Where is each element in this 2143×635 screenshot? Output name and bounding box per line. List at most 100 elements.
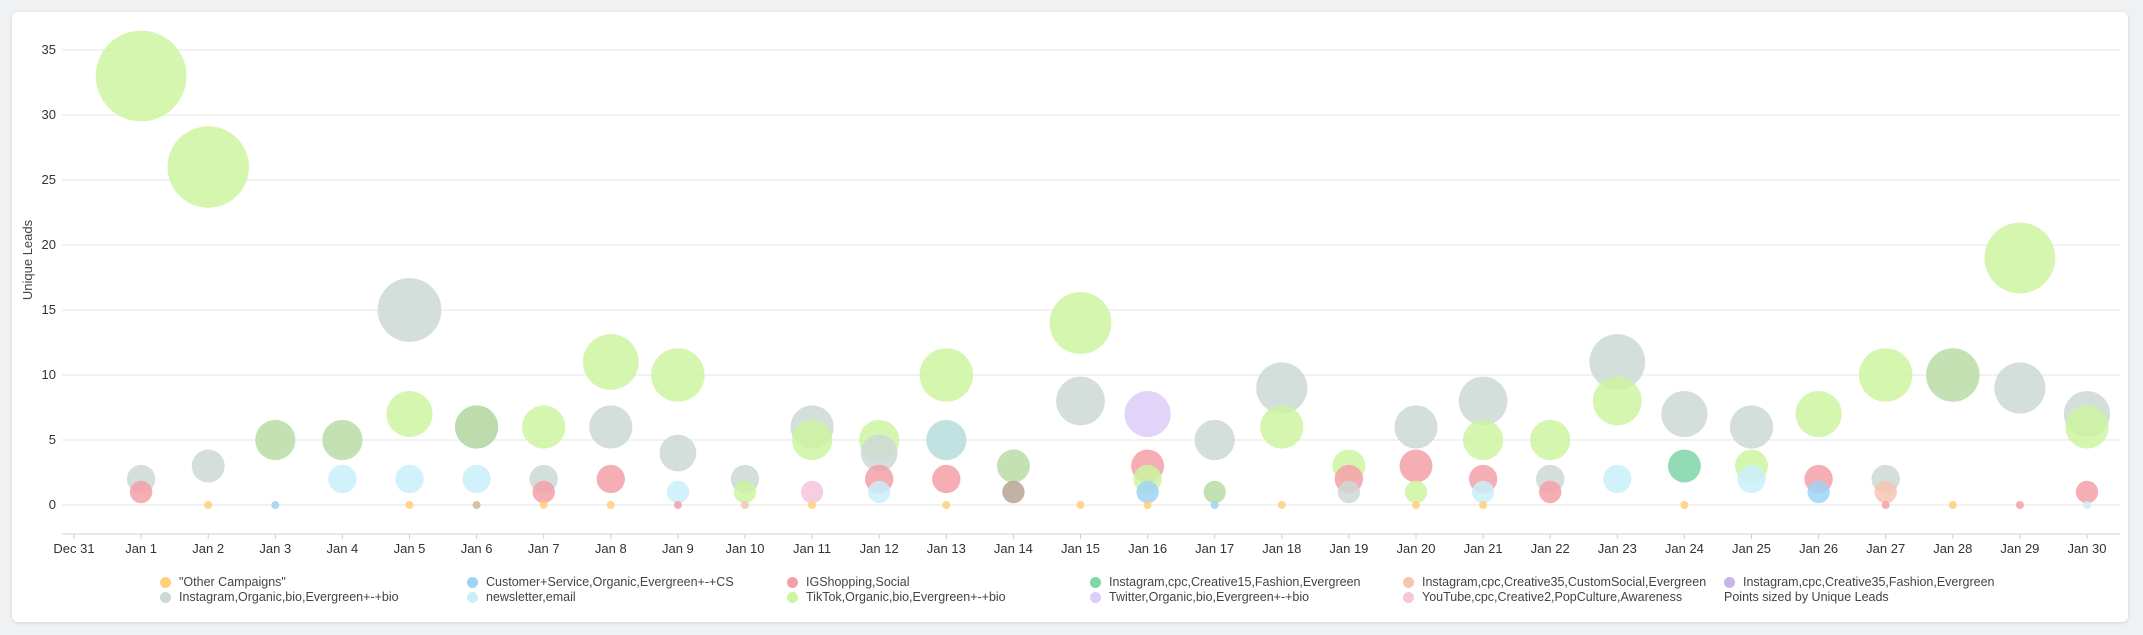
data-point: [1076, 501, 1085, 509]
data-point: [868, 480, 891, 504]
legend-swatch: [467, 591, 478, 603]
data-point: [1194, 419, 1235, 461]
chart-card: 0 5 10 15 20 25 30 35 Dec 31 Jan 1 Jan 2 Jan 3 Jan 4…: [12, 12, 2128, 622]
legend-swatch: [467, 576, 478, 588]
data-point: [1394, 405, 1438, 449]
x-tick-label: Jan 7: [528, 541, 560, 556]
data-point: [2015, 501, 2024, 509]
data-point: [942, 501, 951, 509]
data-point: [1337, 480, 1361, 504]
x-tick-label: Jan 17: [1195, 541, 1234, 556]
data-point: [659, 434, 697, 472]
data-point: [1203, 480, 1226, 504]
data-point: [1210, 501, 1219, 509]
data-point: [1002, 480, 1025, 504]
x-tick-label: Jan 13: [927, 541, 966, 556]
legend-item[interactable]: Instagram,cpc,Creative15,Fashion,Evergre…: [1090, 574, 1361, 590]
data-point: [1404, 480, 1428, 504]
data-point: [1277, 501, 1286, 509]
legend-label: IGShopping,Social: [806, 575, 910, 589]
data-point: [1881, 501, 1890, 509]
data-point: [1530, 419, 1571, 461]
y-tick-label: 30: [42, 107, 56, 122]
data-point: [395, 464, 424, 494]
data-point: [1729, 405, 1774, 449]
y-tick-label: 0: [49, 497, 56, 512]
legend-item[interactable]: newsletter,email: [467, 589, 576, 605]
data-point: [322, 419, 363, 461]
data-point: [596, 464, 625, 494]
data-point: [1136, 480, 1159, 504]
data-point: [405, 501, 414, 509]
data-point: [522, 405, 566, 449]
data-point: [932, 464, 961, 494]
legend-label: Instagram,cpc,Creative35,CustomSocial,Ev…: [1422, 575, 1707, 589]
legend-label: "Other Campaigns": [179, 575, 286, 589]
legend-item[interactable]: "Other Campaigns": [160, 574, 286, 590]
legend-label: YouTube,cpc,Creative2,PopCulture,Awarene…: [1422, 590, 1683, 604]
x-tick-label: Jan 29: [2000, 541, 2039, 556]
data-point: [1143, 501, 1152, 509]
data-point: [860, 434, 898, 472]
data-point: [2083, 501, 2091, 509]
legend-item[interactable]: Instagram,cpc,Creative35,Fashion,Evergre…: [1724, 574, 1995, 590]
legend-item[interactable]: YouTube,cpc,Creative2,PopCulture,Awarene…: [1403, 589, 1682, 605]
data-point: [255, 419, 296, 461]
grid-lines: [62, 49, 2120, 506]
legend-item[interactable]: Twitter,Organic,bio,Evergreen+-+bio: [1090, 589, 1309, 605]
data-point: [532, 480, 555, 504]
data-point: [1807, 480, 1830, 504]
x-tick-label: Jan 23: [1598, 541, 1637, 556]
data-point: [462, 464, 491, 494]
data-point: [1049, 292, 1112, 354]
data-point: [1539, 480, 1562, 504]
data-point: [377, 278, 442, 342]
data-point: [1260, 405, 1304, 449]
data-point: [919, 348, 974, 402]
data-point: [606, 501, 615, 509]
x-tick-label: Jan 14: [994, 541, 1033, 556]
data-point: [1256, 362, 1308, 414]
x-tick-label: Jan 6: [461, 541, 493, 556]
legend-item[interactable]: TikTok,Organic,bio,Evergreen+-+bio: [787, 589, 1006, 605]
data-point: [589, 405, 633, 449]
data-point: [1589, 334, 1646, 390]
legend-item[interactable]: IGShopping,Social: [787, 574, 910, 590]
x-tick-label: Jan 22: [1531, 541, 1570, 556]
data-point: [1399, 449, 1433, 483]
data-point: [167, 126, 249, 208]
x-tick-label: Jan 12: [860, 541, 899, 556]
legend-swatch: [160, 576, 171, 588]
x-tick-label: Jan 24: [1665, 541, 1704, 556]
legend-label: Customer+Service,Organic,Evergreen+-+CS: [486, 575, 734, 589]
x-tick-label: Jan 2: [192, 541, 224, 556]
data-point: [204, 501, 213, 509]
data-point: [2065, 405, 2109, 449]
y-axis-label: Unique Leads: [20, 219, 35, 300]
data-point: [1056, 376, 1105, 426]
x-tick-label: Jan 20: [1396, 541, 1435, 556]
data-point: [651, 348, 705, 402]
legend-item[interactable]: Customer+Service,Organic,Evergreen+-+CS: [467, 574, 734, 590]
x-tick-label: Jan 8: [595, 541, 627, 556]
x-tick-label: Jan 27: [1866, 541, 1905, 556]
data-point: [808, 501, 817, 509]
legend-item[interactable]: Instagram,cpc,Creative35,CustomSocial,Ev…: [1403, 574, 1706, 590]
x-tick-label: Jan 30: [2067, 541, 2106, 556]
data-point: [1948, 501, 1957, 509]
x-tick-label: Jan 4: [326, 541, 358, 556]
data-point: [454, 405, 499, 449]
data-point: [1463, 419, 1504, 461]
x-tick-label: Jan 18: [1262, 541, 1301, 556]
x-tick-label: Jan 11: [793, 541, 831, 556]
data-point: [1874, 480, 1897, 504]
x-tick-label: Jan 3: [259, 541, 291, 556]
legend-label: Instagram,Organic,bio,Evergreen+-+bio: [179, 590, 399, 604]
data-point: [328, 464, 357, 494]
y-tick-label: 10: [42, 367, 56, 382]
legend-swatch: [1090, 591, 1101, 603]
legend-item[interactable]: Instagram,Organic,bio,Evergreen+-+bio: [160, 589, 399, 605]
data-point: [271, 501, 280, 509]
data-point: [1858, 348, 1913, 402]
x-tick-label: Jan 25: [1732, 541, 1771, 556]
